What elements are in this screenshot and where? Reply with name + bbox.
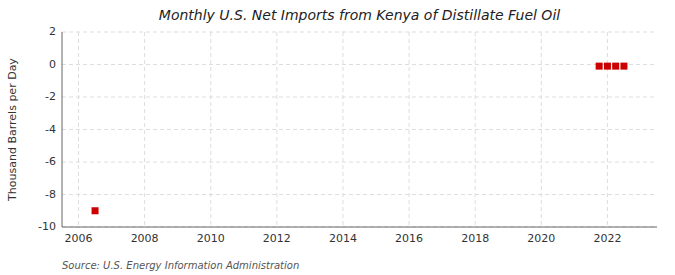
y-tick-label: -4 (45, 123, 56, 136)
grid-line-y (62, 194, 657, 195)
grid-line-y (62, 64, 657, 65)
y-axis-label: Thousand Barrels per Day (6, 58, 19, 202)
chart-title: Monthly U.S. Net Imports from Kenya of D… (159, 7, 560, 23)
point (596, 63, 603, 70)
x-tick-label: 2006 (65, 232, 93, 245)
grid-line-y (62, 129, 657, 130)
y-tick-label: -6 (45, 155, 56, 168)
x-axis-line (62, 227, 657, 228)
points (92, 63, 628, 215)
y-tick-label: -8 (45, 188, 56, 201)
plot-background (62, 32, 657, 227)
grid-line-x (276, 32, 277, 227)
grid (62, 32, 657, 227)
point (604, 63, 611, 70)
x-tick-label: 2020 (527, 232, 555, 245)
grid-line-x (210, 32, 211, 227)
point (620, 63, 627, 70)
grid-line-x (607, 32, 608, 227)
x-tick-label: 2018 (461, 232, 489, 245)
grid-line-y (62, 97, 657, 98)
grid-line-y (62, 32, 657, 33)
y-tick-label: -10 (38, 220, 56, 233)
grid-line-y (62, 162, 657, 163)
tick-labels: 2006 2008 2010 2012 2014 2016 2018 2020 2022 -10 -… (38, 25, 621, 245)
x-tick-label: 2022 (593, 232, 621, 245)
grid-line-x (409, 32, 410, 227)
x-tick-label: 2016 (395, 232, 423, 245)
source-note: Source: U.S. Energy Information Administ… (62, 260, 299, 271)
point (92, 207, 99, 214)
y-tick-label: 2 (49, 25, 56, 38)
x-tick-label: 2008 (131, 232, 159, 245)
chart-svg: 2006 2008 2010 2012 2014 2016 2018 2020 2022 -10 -… (0, 0, 675, 275)
chart-container: 2006 2008 2010 2012 2014 2016 2018 2020 2022 -10 -… (0, 0, 675, 275)
grid-line-x (144, 32, 145, 227)
point (612, 63, 619, 70)
grid-line-x (475, 32, 476, 227)
y-tick-label: 0 (49, 58, 56, 71)
page: {"chart_data": {"type": "scatter", "titl… (0, 0, 675, 275)
y-axis-line (62, 32, 63, 227)
grid-line-y (62, 227, 657, 228)
grid-line-x (541, 32, 542, 227)
y-tick-label: -2 (45, 90, 56, 103)
grid-line-x (78, 32, 79, 227)
grid-line-x (342, 32, 343, 227)
x-tick-label: 2014 (329, 232, 357, 245)
x-tick-label: 2012 (263, 232, 291, 245)
x-tick-label: 2010 (197, 232, 225, 245)
